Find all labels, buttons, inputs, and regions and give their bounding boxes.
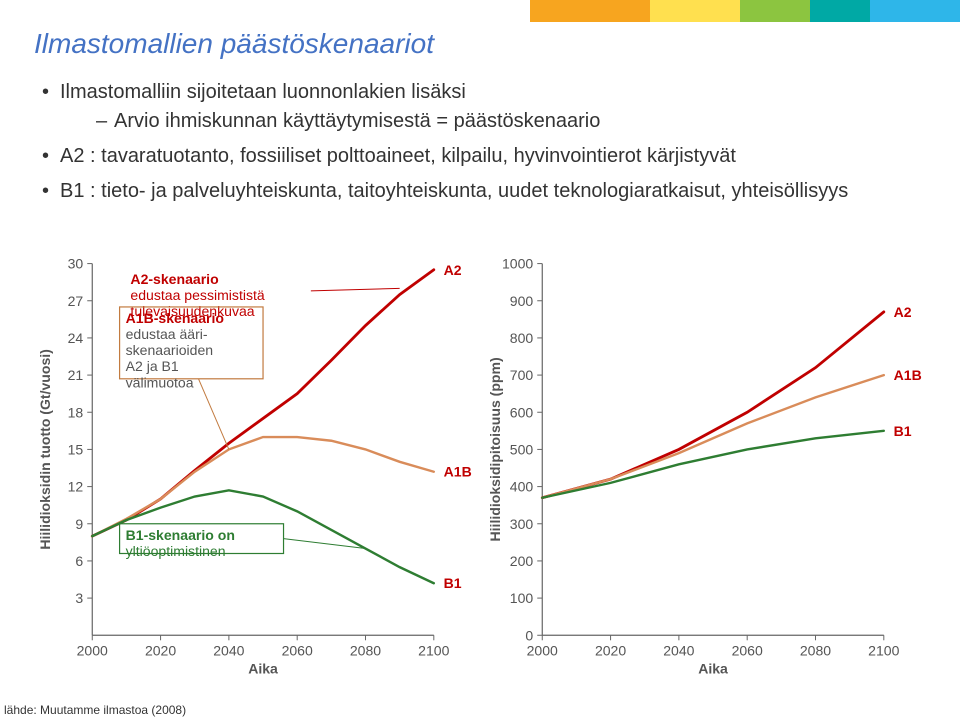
chart-right-concentration: 0 100 200 300 400 500 600 700 800 900 1000 2000 2020… [484,252,926,681]
svg-text:edustaa ääri-: edustaa ääri- [126,326,208,342]
svg-text:6: 6 [75,553,83,569]
svg-text:18: 18 [68,404,84,420]
svg-text:A1B: A1B [444,464,472,480]
svg-text:9: 9 [75,516,83,532]
bullet-1: Ilmastomalliin sijoitetaan luonnonlakien… [42,78,926,136]
svg-text:300: 300 [510,516,534,532]
svg-text:24: 24 [68,330,84,346]
svg-text:A1B-skenaario: A1B-skenaario [126,310,225,326]
svg-text:2020: 2020 [145,642,176,658]
svg-text:2000: 2000 [527,642,558,658]
svg-text:600: 600 [510,404,534,420]
svg-text:2000: 2000 [77,642,108,658]
svg-text:2100: 2100 [868,642,899,658]
svg-text:edustaa pessimististä: edustaa pessimististä [130,287,264,303]
svg-text:A2: A2 [894,304,912,320]
page-title: Ilmastomallien päästöskenaariot [34,28,926,60]
svg-text:1000: 1000 [502,256,533,272]
svg-text:A2: A2 [444,262,462,278]
svg-text:A2-skenaario: A2-skenaario [130,271,219,287]
bullet-1a: Arvio ihmiskunnan käyttäytymisestä = pää… [96,107,926,136]
svg-text:30: 30 [68,256,84,272]
svg-text:välimuotoa: välimuotoa [126,374,194,390]
svg-text:A2 ja B1: A2 ja B1 [126,358,179,374]
svg-text:B1: B1 [444,575,462,591]
chart-left-svg: 3 6 9 12 15 18 21 24 27 30 2000 2020 2040 2060 2080 210… [34,252,476,681]
svg-text:Hiilidioksidin tuotto (Gt/vuos: Hiilidioksidin tuotto (Gt/vuosi) [37,349,53,550]
bullet-3: B1 : tieto- ja palveluyhteiskunta, taito… [42,177,926,206]
bullet-2: A2 : tavaratuotanto, fossiiliset polttoa… [42,142,926,171]
svg-text:12: 12 [68,479,84,495]
svg-text:100: 100 [510,590,534,606]
svg-text:500: 500 [510,441,534,457]
svg-text:A1B: A1B [894,367,922,383]
svg-text:Aika: Aika [248,660,278,676]
svg-text:400: 400 [510,479,534,495]
bullet-list: Ilmastomalliin sijoitetaan luonnonlakien… [34,78,926,206]
svg-text:Hiilidioksidipitoisuus (ppm): Hiilidioksidipitoisuus (ppm) [487,357,503,541]
svg-text:Aika: Aika [698,660,728,676]
svg-text:B1-skenaario on: B1-skenaario on [126,527,235,543]
chart-left-emissions: 3 6 9 12 15 18 21 24 27 30 2000 2020 2040 2060 2080 210… [34,252,476,681]
svg-text:2060: 2060 [282,642,313,658]
svg-text:21: 21 [68,367,84,383]
svg-text:2080: 2080 [350,642,381,658]
svg-text:15: 15 [68,441,84,457]
bullet-1-text: Ilmastomalliin sijoitetaan luonnonlakien… [60,81,466,103]
svg-text:B1: B1 [894,423,912,439]
svg-text:2080: 2080 [800,642,831,658]
svg-text:700: 700 [510,367,534,383]
svg-text:3: 3 [75,590,83,606]
svg-text:2100: 2100 [418,642,449,658]
svg-text:yltiöoptimistinen: yltiöoptimistinen [126,543,226,559]
svg-text:2020: 2020 [595,642,626,658]
svg-text:2040: 2040 [213,642,244,658]
svg-text:0: 0 [525,627,533,643]
svg-text:2060: 2060 [732,642,763,658]
header-ribbon [530,0,960,22]
svg-text:2040: 2040 [663,642,694,658]
source-note: lähde: Muutamme ilmastoa (2008) [4,703,186,717]
svg-text:skenaarioiden: skenaarioiden [126,342,213,358]
svg-text:27: 27 [68,293,84,309]
svg-text:900: 900 [510,293,534,309]
svg-text:800: 800 [510,330,534,346]
chart-right-svg: 0 100 200 300 400 500 600 700 800 900 1000 2000 2020… [484,252,926,681]
svg-text:200: 200 [510,553,534,569]
